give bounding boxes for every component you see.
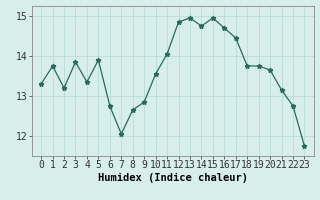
X-axis label: Humidex (Indice chaleur): Humidex (Indice chaleur) xyxy=(98,173,248,183)
